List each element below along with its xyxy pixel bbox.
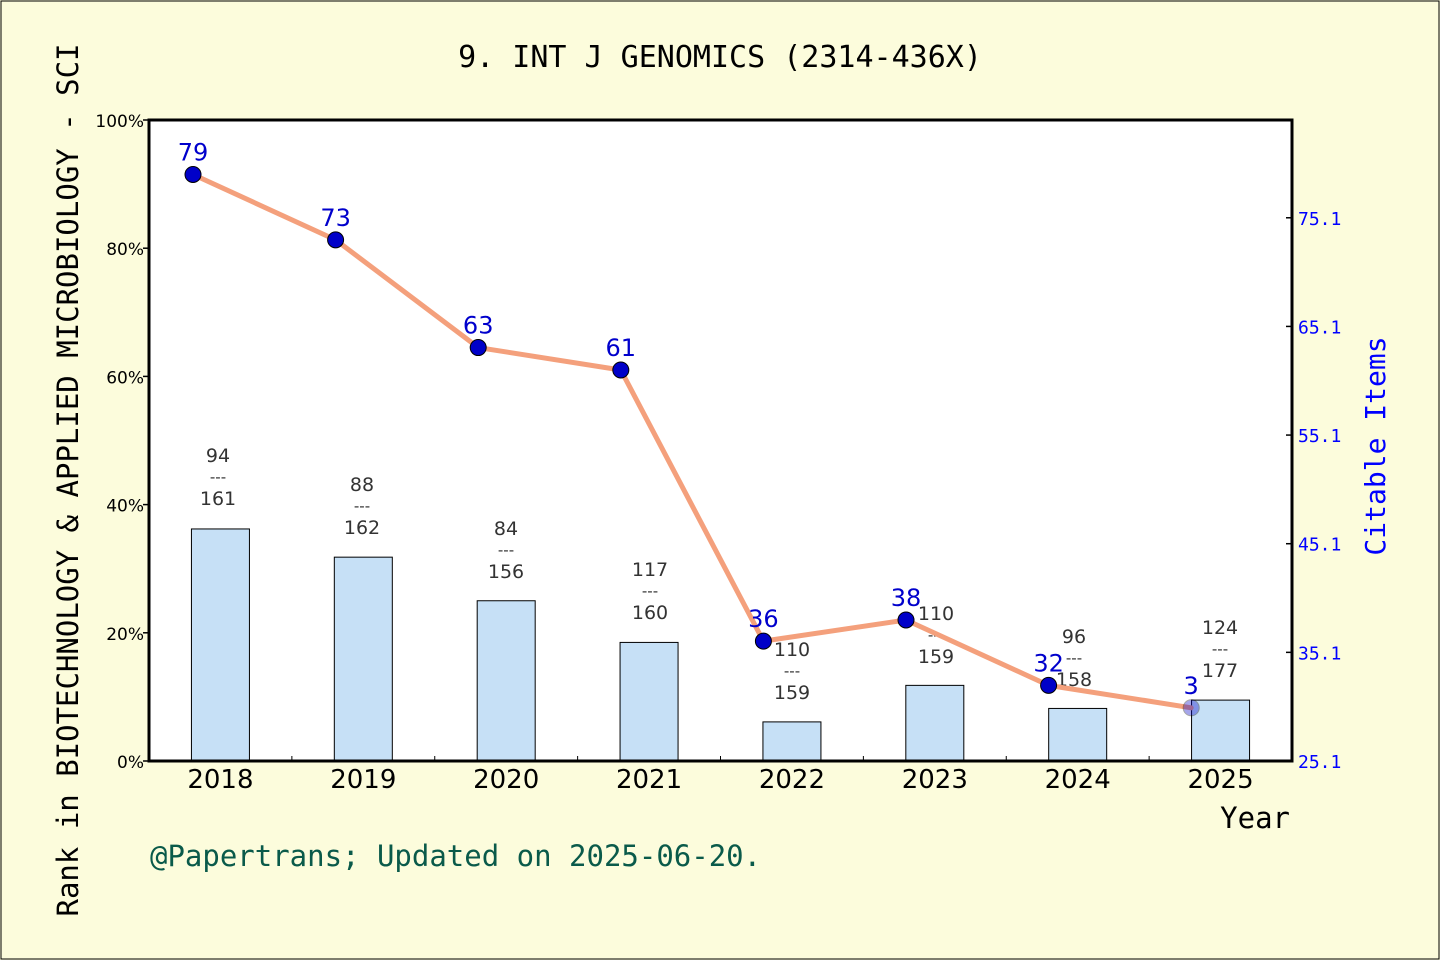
y-axis-left-label: Rank in BIOTECHNOLOGY & APPLIED MICROBIO… <box>51 44 85 917</box>
bar-2020 <box>476 600 536 762</box>
bar-2024 <box>1048 707 1108 762</box>
y-left-tick-label: 80% <box>106 240 144 260</box>
bar-label-separator: --- <box>498 541 514 559</box>
x-tick-label: 2022 <box>759 765 825 795</box>
bar-label-bottom: 162 <box>344 517 380 539</box>
bar-2022 <box>762 721 822 762</box>
rank-point-label: 73 <box>320 204 351 232</box>
x-tick-label: 2018 <box>187 765 253 795</box>
y-left-tick-label: 20% <box>106 625 144 645</box>
footer-credit: @Papertrans; Updated on 2025-06-20. <box>150 839 761 873</box>
rank-point-2023 <box>897 611 915 629</box>
line-series: 79 73 63 61 36 38 32 3 <box>178 138 1200 717</box>
bar-2019 <box>333 556 393 762</box>
rank-point-label: 79 <box>178 138 209 166</box>
bar-label-separator: --- <box>210 468 226 486</box>
axes: 0% 20% 40% 60% 80% 100% 25.1 35.1 45.1 55.1 65.1 75… <box>95 112 1341 795</box>
bar-2018 <box>190 528 250 762</box>
chart-title: 9. INT J GENOMICS (2314-436X) <box>458 40 982 75</box>
bar-label-2024: 96---158 <box>1056 626 1092 691</box>
bar-label-top: 88 <box>350 474 374 496</box>
y-left-tick-label: 0% <box>117 753 144 773</box>
rank-point-label: 36 <box>748 605 779 633</box>
y-right-tick-label: 25.1 <box>1298 752 1341 773</box>
bar-label-bottom: 177 <box>1202 660 1238 682</box>
bar-label-bottom: 159 <box>774 682 810 704</box>
y-right-tick-label: 65.1 <box>1298 317 1341 338</box>
x-tick-label: 2023 <box>902 765 968 795</box>
rank-point-2022 <box>754 632 772 650</box>
bar-label-separator: --- <box>1066 649 1082 667</box>
rank-point-label: 32 <box>1033 649 1064 677</box>
y-left-tick-label: 60% <box>106 368 144 388</box>
bar-label-top: 117 <box>632 559 668 581</box>
bar-label-top: 110 <box>918 603 954 625</box>
rank-point-2018 <box>184 165 202 183</box>
y-right-tick-label: 55.1 <box>1298 426 1341 447</box>
bar-label-bottom: 156 <box>488 561 524 583</box>
x-axis-label: Year <box>1220 801 1290 835</box>
x-tick-label: 2025 <box>1187 765 1253 795</box>
x-tick-label: 2021 <box>616 765 682 795</box>
bar-label-top: 124 <box>1202 617 1238 639</box>
bar-label-bottom: 159 <box>918 646 954 668</box>
rank-point-label: 63 <box>463 312 494 340</box>
x-tick-label: 2024 <box>1045 765 1111 795</box>
y-left-tick-label: 100% <box>95 112 144 132</box>
rank-point-2024 <box>1040 676 1058 694</box>
y-right-tick-label: 35.1 <box>1298 643 1341 664</box>
bar-label-bottom: 160 <box>632 602 668 624</box>
x-tick-label: 2019 <box>330 765 396 795</box>
rank-point-2019 <box>327 231 345 249</box>
bar-label-separator: --- <box>1212 640 1228 658</box>
y-left-tick-label: 40% <box>106 497 144 517</box>
x-tick-label: 2020 <box>473 765 539 795</box>
y-right-tick-label: 75.1 <box>1298 209 1341 230</box>
bar-label-top: 110 <box>774 639 810 661</box>
bar-label-separator: --- <box>354 497 370 515</box>
bar-label-2018: 94--- 161 <box>200 445 236 510</box>
bar-label-separator: --- <box>642 582 658 600</box>
bar-label-top: 94 <box>206 445 230 467</box>
bar-label-separator: --- <box>784 662 800 680</box>
rank-point-label: 61 <box>606 334 637 362</box>
bar-label-2025: 124--- 177 <box>1202 617 1238 682</box>
bar-2025 <box>1191 699 1251 762</box>
bar-2023 <box>905 684 965 762</box>
bar-label-2020: 84--- 156 <box>488 518 524 583</box>
y-axis-right-label: Citable Items <box>1359 336 1392 555</box>
bar-2021 <box>619 641 679 762</box>
rank-point-2020 <box>469 339 487 357</box>
bar-label-bottom: 161 <box>200 488 236 510</box>
bar-label-2021: 117--- 160 <box>632 559 668 624</box>
rank-point-label: 38 <box>891 584 922 612</box>
rank-point-2025 <box>1182 699 1200 717</box>
y-right-tick-label: 45.1 <box>1298 535 1341 556</box>
bar-label-2022: 110--- 159 <box>774 639 810 704</box>
bar-label-top: 84 <box>494 518 518 540</box>
rank-point-label: 3 <box>1184 672 1199 700</box>
rank-line <box>190 171 1194 711</box>
bar-label-2019: 88--- 162 <box>344 474 380 539</box>
rank-point-2021 <box>612 361 630 379</box>
bar-label-top: 96 <box>1062 626 1086 648</box>
